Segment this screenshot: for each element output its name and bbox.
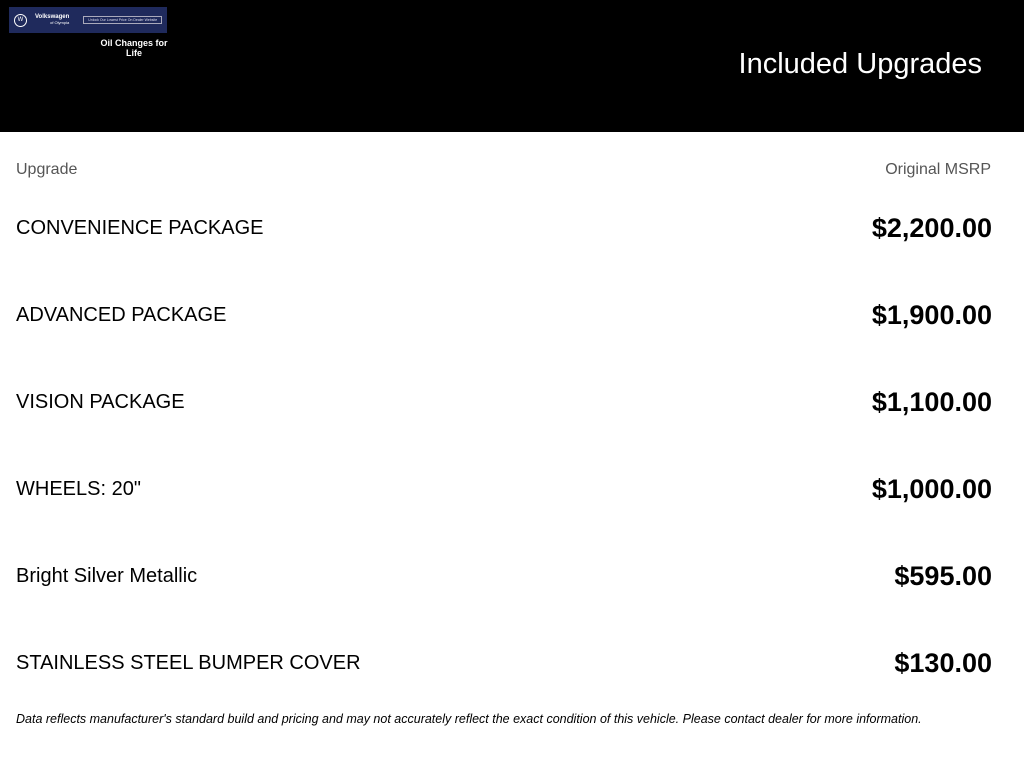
- oil-changes-badge: Oil Changes for Life: [100, 38, 168, 58]
- upgrade-price: $1,900.00: [871, 299, 992, 330]
- table-row: CONVENIENCE PACKAGE $2,200.00: [16, 208, 992, 248]
- upgrade-name: STAINLESS STEEL BUMPER COVER: [16, 651, 361, 674]
- upgrade-name: VISION PACKAGE: [16, 390, 185, 413]
- upgrade-price: $2,200.00: [871, 212, 992, 243]
- table-row: VISION PACKAGE $1,100.00: [16, 382, 992, 422]
- upgrade-name: WHEELS: 20": [16, 477, 141, 500]
- header: W Volkswagen of Olympia Unlock Our Lowest…: [0, 0, 1024, 132]
- dealer-logo-banner[interactable]: W Volkswagen of Olympia Unlock Our Lowest…: [9, 7, 167, 33]
- table-row: ADVANCED PACKAGE $1,900.00: [16, 295, 992, 335]
- page-title: Included Upgrades: [738, 48, 982, 80]
- table-row: WHEELS: 20" $1,000.00: [16, 469, 992, 509]
- upgrade-name: Bright Silver Metallic: [16, 564, 198, 587]
- table-row: STAINLESS STEEL BUMPER COVER $130.00: [16, 643, 992, 683]
- table-row: Bright Silver Metallic $595.00: [16, 556, 992, 596]
- upgrade-name: CONVENIENCE PACKAGE: [16, 216, 264, 239]
- column-header-msrp: Original MSRP: [885, 161, 991, 178]
- disclaimer: Data reflects manufacturer's standard bu…: [16, 712, 922, 726]
- upgrade-name: ADVANCED PACKAGE: [16, 303, 227, 326]
- dealer-cta[interactable]: Unlock Our Lowest Price On Dealer Websit…: [83, 16, 163, 24]
- brand-name: Volkswagen of Olympia: [35, 14, 70, 25]
- upgrade-price: $1,000.00: [871, 473, 992, 504]
- vw-logo-icon: W: [14, 13, 27, 27]
- upgrade-price: $130.00: [894, 647, 992, 678]
- upgrade-price: $1,100.00: [871, 386, 992, 417]
- upgrade-price: $595.00: [894, 560, 992, 591]
- column-header-upgrade: Upgrade: [16, 161, 78, 178]
